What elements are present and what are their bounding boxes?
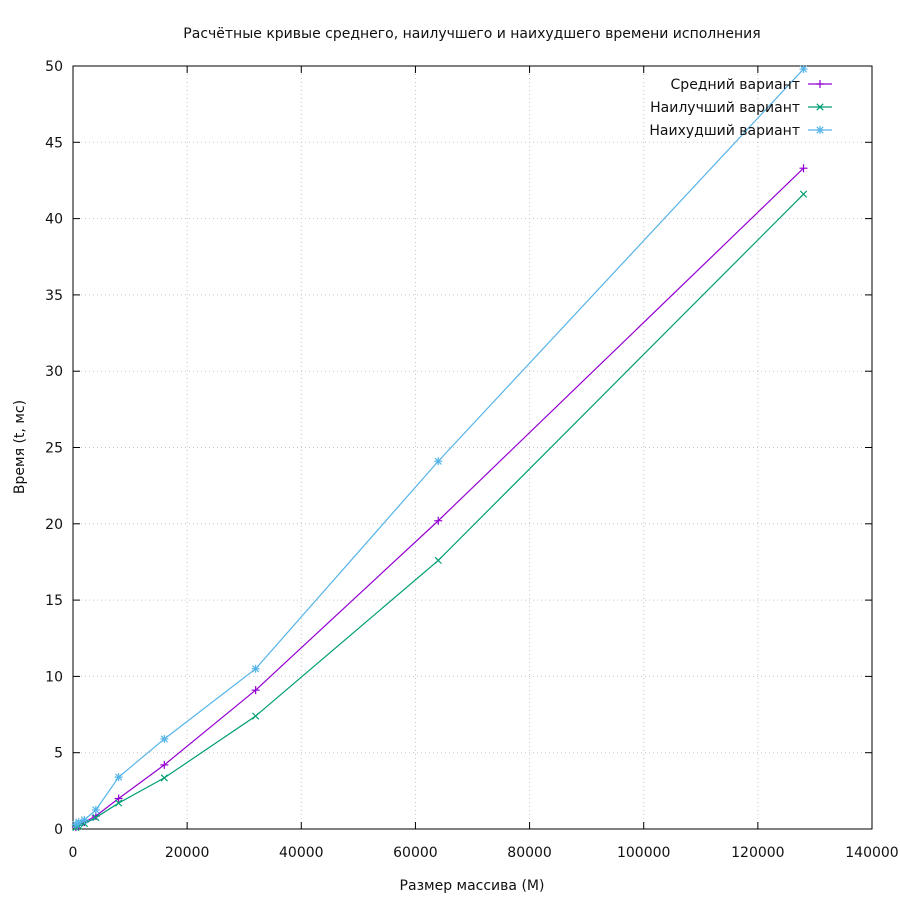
x-tick-label: 20000 — [165, 845, 210, 861]
y-axis-label: Время (t, мс) — [12, 400, 28, 494]
y-tick-label: 5 — [54, 746, 63, 762]
legend-label: Средний вариант — [671, 77, 800, 93]
x-tick-label: 120000 — [731, 845, 784, 861]
x-axis-label: Размер массива (M) — [400, 878, 545, 894]
x-tick-label: 140000 — [845, 845, 898, 861]
legend-label: Наилучший вариант — [650, 100, 800, 116]
data-point — [434, 556, 442, 565]
axis-ticks: 0 20000 40000 60000 80000 100000 120000 140000 0… — [45, 59, 899, 861]
legend-entry: Средний вариант — [671, 77, 832, 93]
y-tick-label: 10 — [45, 669, 63, 685]
series-line — [75, 193, 804, 829]
data-point — [92, 813, 100, 822]
plot-frame — [72, 65, 873, 830]
legend-entry: Наихудший вариант — [649, 123, 832, 139]
x-tick-label: 40000 — [279, 845, 324, 861]
y-tick-label: 30 — [45, 364, 63, 380]
series-2 — [72, 190, 808, 832]
series-1 — [71, 164, 808, 832]
y-tick-label: 20 — [45, 517, 63, 533]
series-group — [71, 65, 808, 832]
legend-marker — [816, 103, 824, 111]
legend-marker — [816, 80, 824, 88]
y-tick-label: 0 — [54, 822, 63, 838]
data-point — [799, 65, 808, 74]
legend-entry: Наилучший вариант — [650, 100, 832, 116]
data-point — [251, 664, 260, 673]
legend: Средний вариант Наилучший вариант Наихудши… — [649, 77, 832, 139]
data-point — [799, 190, 808, 198]
y-tick-label: 15 — [45, 593, 63, 609]
data-point — [251, 686, 260, 695]
data-point — [160, 760, 169, 769]
data-point — [160, 774, 168, 782]
y-tick-label: 25 — [45, 441, 63, 457]
y-tick-label: 35 — [45, 288, 63, 304]
data-point — [114, 794, 123, 803]
data-point — [434, 516, 443, 525]
y-tick-label: 50 — [45, 59, 63, 75]
data-point — [114, 773, 123, 782]
data-point — [91, 805, 100, 814]
x-tick-label: 100000 — [617, 845, 670, 861]
x-tick-label: 0 — [69, 845, 78, 861]
y-tick-label: 40 — [45, 212, 63, 228]
data-point — [80, 815, 89, 824]
grid — [73, 66, 872, 829]
data-point — [799, 164, 808, 173]
chart-title: Расчётные кривые среднего, наилучшего и … — [183, 26, 760, 42]
series-line — [75, 68, 804, 825]
y-tick-label: 45 — [45, 135, 63, 151]
data-point — [252, 712, 260, 720]
x-tick-label: 60000 — [393, 845, 438, 861]
data-point — [434, 457, 443, 466]
legend-marker — [816, 126, 824, 134]
legend-label: Наихудший вариант — [649, 123, 800, 139]
x-tick-label: 80000 — [507, 845, 552, 861]
data-point — [115, 799, 123, 807]
data-point — [160, 734, 169, 743]
series-line — [75, 167, 804, 828]
series-3 — [71, 65, 808, 829]
